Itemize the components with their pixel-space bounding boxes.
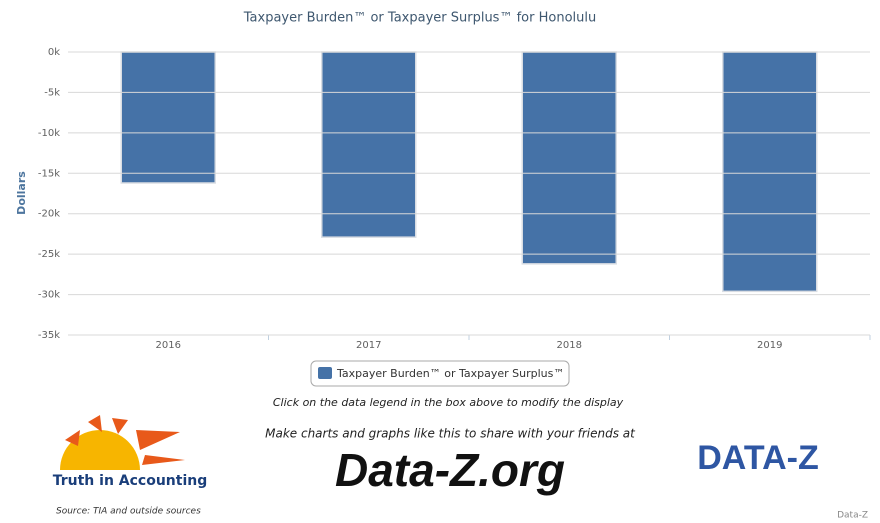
site-name: Data-Z.org	[335, 444, 565, 496]
bar	[521, 51, 617, 265]
y-tick-label: -10k	[38, 128, 60, 139]
legend-swatch[interactable]	[318, 367, 332, 379]
x-tick-label: 2018	[557, 340, 582, 351]
y-tick-label: -5k	[44, 87, 60, 98]
chart-title: Taxpayer Burden™ or Taxpayer Surplus™ fo…	[243, 11, 596, 26]
bar	[120, 51, 216, 184]
x-tick-label: 2017	[356, 340, 381, 351]
dataz-logo: DATA-Z	[697, 439, 818, 477]
tia-logo: Truth in Accounting	[53, 473, 208, 489]
y-tick-label: -25k	[38, 249, 60, 260]
source: Source: TIA and outside sources	[56, 507, 201, 517]
note: Click on the data legend in the box abov…	[273, 396, 624, 409]
bar	[321, 51, 417, 238]
promo: Make charts and graphs like this to shar…	[265, 427, 636, 441]
x-tick-label: 2019	[757, 340, 782, 351]
y-tick-label: -30k	[38, 290, 60, 301]
x-tick-label: 2016	[156, 340, 181, 351]
y-tick-label: -15k	[38, 168, 60, 179]
y-tick-label: 0k	[48, 47, 60, 58]
credit: Data-Z	[837, 511, 868, 521]
legend[interactable]: Taxpayer Burden™ or Taxpayer Surplus™	[310, 360, 570, 387]
legend-label[interactable]: Taxpayer Burden™ or Taxpayer Surplus™	[336, 367, 564, 380]
bar	[722, 51, 818, 293]
tia-sun	[60, 415, 185, 470]
y-tick-label: -20k	[38, 209, 60, 220]
y-axis-label: Dollars	[15, 171, 28, 215]
y-tick-label: -35k	[38, 330, 60, 341]
legend-box[interactable]	[310, 360, 570, 387]
